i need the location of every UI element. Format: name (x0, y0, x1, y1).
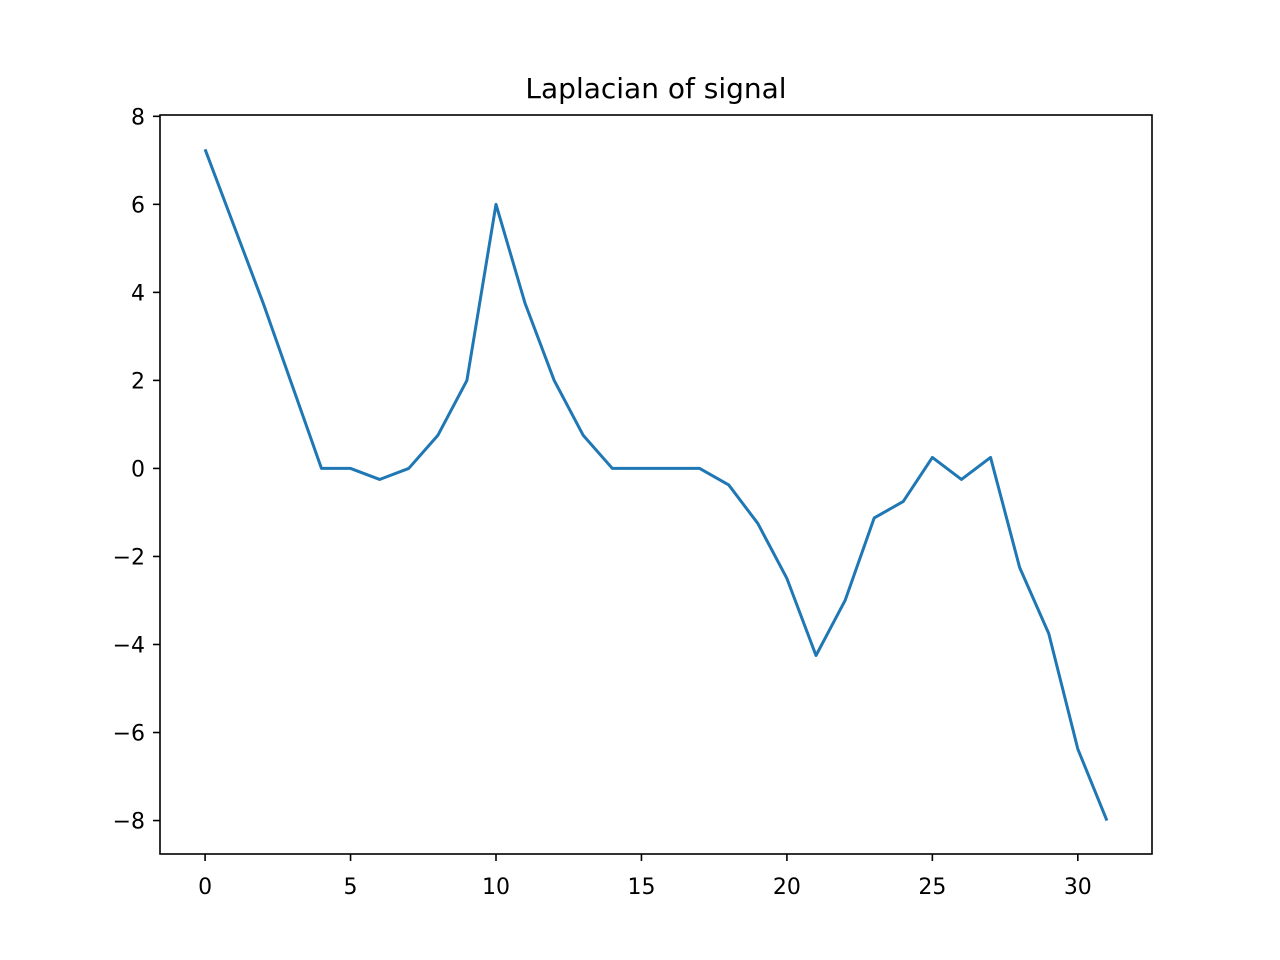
y-tick-label: −2 (113, 545, 145, 570)
x-tick-label: 5 (344, 875, 358, 900)
plot-area (203, 148, 1109, 822)
y-tick-label: 6 (131, 193, 145, 218)
x-tick-label: 25 (918, 875, 946, 900)
x-tick-label: 10 (482, 875, 510, 900)
x-tick-label: 0 (198, 875, 212, 900)
series-line-0 (203, 148, 1109, 822)
axes-frame (159, 114, 1153, 855)
y-tick-label: 0 (131, 457, 145, 482)
x-tick-label: 15 (627, 875, 655, 900)
x-tick-label: 20 (773, 875, 801, 900)
chart-title: Laplacian of signal (525, 72, 786, 105)
axes: 0 5 10 15 20 25 30 −8 −6 −4 −2 0 2 4 6 8 (113, 105, 1153, 900)
x-tick-label: 30 (1064, 875, 1092, 900)
y-tick-label: 4 (131, 281, 145, 306)
y-tick-label: 2 (131, 369, 145, 394)
y-tick-label: −6 (113, 722, 145, 747)
y-tick-label: 8 (131, 105, 145, 130)
y-tick-label: −4 (113, 633, 145, 658)
y-tick-label: −8 (113, 810, 145, 835)
